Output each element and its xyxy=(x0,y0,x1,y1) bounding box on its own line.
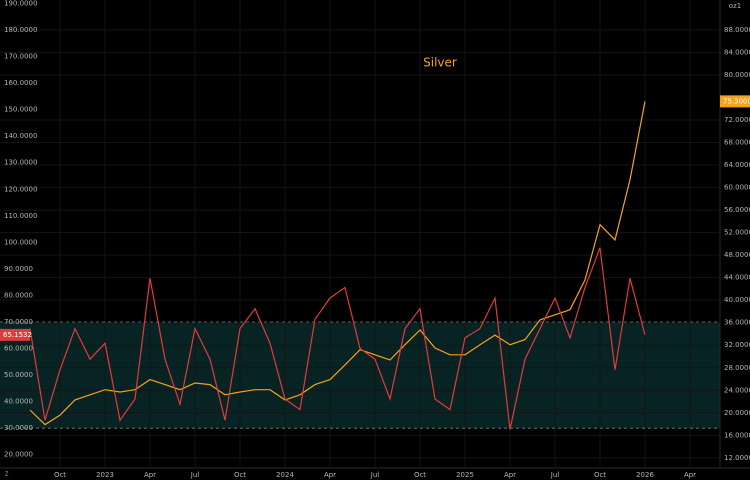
corner-label: Z xyxy=(5,472,9,478)
x-tick-label: Oct xyxy=(594,471,606,479)
x-tick-label: 2023 xyxy=(96,471,114,479)
y-tick-label: 60.0000 xyxy=(4,345,33,353)
y2-tick-label: 80.0000 xyxy=(724,71,750,79)
y2-tick-label: 16.0000 xyxy=(724,431,750,439)
y2-tick-label: 32.0000 xyxy=(724,341,750,349)
y2-tick-label: 48.0000 xyxy=(724,251,750,259)
x-tick-label: Oct xyxy=(54,471,66,479)
y-tick-label: 110.0000 xyxy=(4,212,37,220)
x-tick-label: Apr xyxy=(684,471,696,479)
price-badge xyxy=(720,95,750,108)
y-tick-label: 20.0000 xyxy=(4,451,33,459)
x-tick-label: Jul xyxy=(190,471,200,479)
price-badge xyxy=(0,328,30,341)
y2-tick-label: 28.0000 xyxy=(724,364,750,372)
series-line xyxy=(29,101,646,426)
y2-tick-label: 72.0000 xyxy=(724,116,750,124)
y-tick-label: 80.0000 xyxy=(4,291,33,299)
price-badge-label: 75.3000 xyxy=(723,97,750,105)
y-tick-label: 150.0000 xyxy=(4,106,37,114)
y2-tick-label: 64.0000 xyxy=(724,161,750,169)
y-tick-label: 120.0000 xyxy=(4,185,37,193)
y-tick-label: 190.0000 xyxy=(4,0,37,7)
x-tick-label: Apr xyxy=(144,471,156,479)
y2-tick-label: 20.0000 xyxy=(724,409,750,417)
y-tick-label: 30.0000 xyxy=(4,424,33,432)
series-line xyxy=(29,247,646,430)
y-tick-label: 40.0000 xyxy=(4,398,33,406)
y2-tick-label: 40.0000 xyxy=(724,296,750,304)
y-tick-label: 130.0000 xyxy=(4,159,37,167)
y-tick-label: 100.0000 xyxy=(4,238,37,246)
y2-tick-label: 68.0000 xyxy=(724,138,750,146)
annotation: Silver xyxy=(423,56,457,70)
x-tick-label: 2026 xyxy=(636,471,654,479)
x-tick-label: Oct xyxy=(234,471,246,479)
y-tick-label: 90.0000 xyxy=(4,265,33,273)
x-tick-label: Jul xyxy=(550,471,560,479)
y-tick-label: 160.0000 xyxy=(4,79,37,87)
x-tick-label: Apr xyxy=(324,471,336,479)
y2-tick-label: 60.0000 xyxy=(724,184,750,192)
y-tick-label: 170.0000 xyxy=(4,53,37,61)
unit-label: oz1 xyxy=(729,2,741,10)
y-tick-label: 70.0000 xyxy=(4,318,33,326)
y2-tick-label: 24.0000 xyxy=(724,386,750,394)
x-tick-label: 2024 xyxy=(276,471,294,479)
band xyxy=(0,321,720,429)
y2-tick-label: 44.0000 xyxy=(724,274,750,282)
y2-tick-label: 84.0000 xyxy=(724,48,750,56)
y2-tick-label: 36.0000 xyxy=(724,319,750,327)
price-badge-label: 65.1532 xyxy=(3,331,32,339)
x-tick-label: 2025 xyxy=(456,471,474,479)
y-tick-label: 140.0000 xyxy=(4,132,37,140)
x-tick-label: Oct xyxy=(414,471,426,479)
y-tick-label: 180.0000 xyxy=(4,26,37,34)
y2-tick-label: 52.0000 xyxy=(724,229,750,237)
y2-tick-label: 56.0000 xyxy=(724,206,750,214)
y2-tick-label: 88.0000 xyxy=(724,26,750,34)
x-tick-label: Jul xyxy=(370,471,380,479)
y-tick-label: 50.0000 xyxy=(4,371,33,379)
x-tick-label: Apr xyxy=(504,471,516,479)
y2-tick-label: 12.0000 xyxy=(724,454,750,462)
